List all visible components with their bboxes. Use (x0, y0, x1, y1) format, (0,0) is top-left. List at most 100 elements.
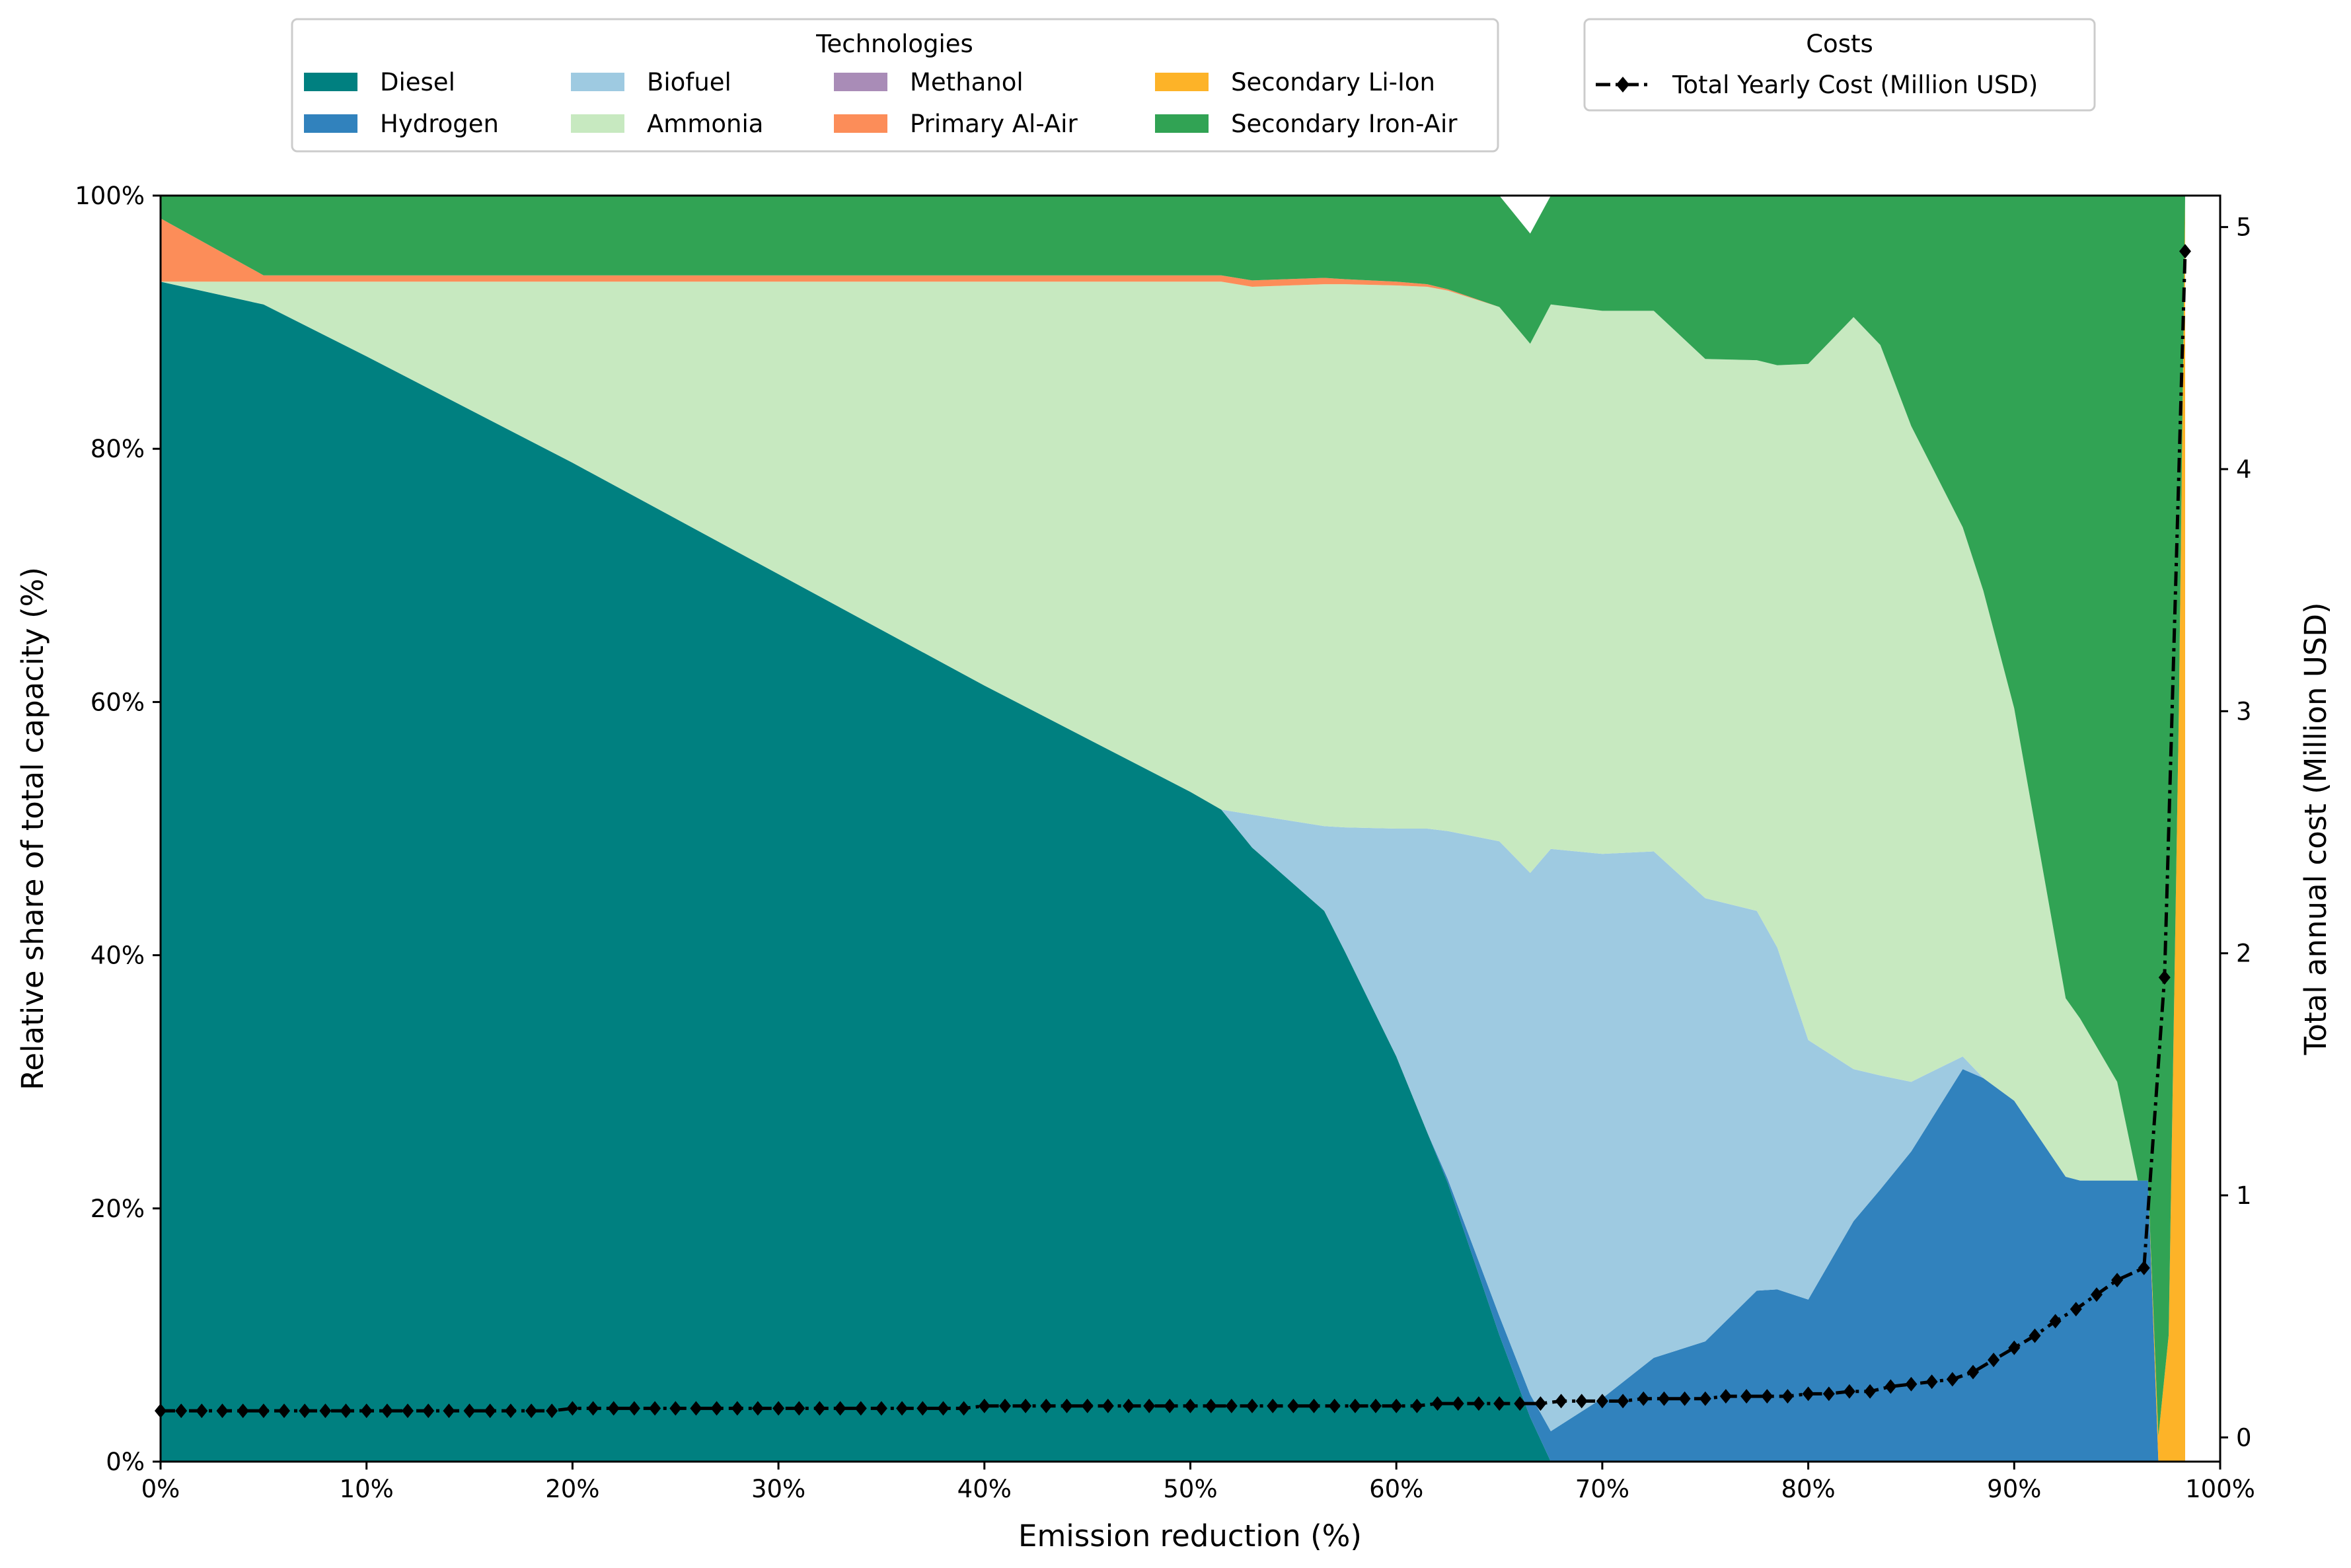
x-axis-title: Emission reduction (%) (1018, 1518, 1362, 1553)
cost-point (1617, 1394, 1629, 1409)
cost-point (319, 1403, 332, 1419)
legend-label-diesel: Diesel (380, 68, 455, 96)
cost-point (978, 1398, 990, 1413)
y-tick-label: 80% (91, 435, 145, 463)
area-ammonia (161, 281, 2185, 1462)
cost-point (854, 1401, 867, 1416)
cost-point (1390, 1398, 1403, 1413)
cost-point (1061, 1398, 1073, 1413)
y-tick-label: 20% (91, 1195, 145, 1223)
cost-point (1411, 1398, 1423, 1413)
x-tick-label: 10% (340, 1475, 394, 1503)
cost-point (607, 1401, 620, 1416)
cost-point (1246, 1398, 1258, 1413)
cost-point (340, 1403, 352, 1419)
y-tick-label: 60% (91, 688, 145, 716)
x-axis: 0% 10% 20% 30% 40% 50% 60% 70% 80% 90% 100% (141, 1462, 2255, 1503)
cost-point (1020, 1398, 1032, 1413)
x-tick-label: 80% (1781, 1475, 1835, 1503)
cost-point (1678, 1391, 1691, 1406)
legend-swatch-ammonia (571, 114, 624, 133)
cost-point (1370, 1398, 1382, 1413)
cost-point (916, 1401, 929, 1416)
cost-point (1802, 1386, 1814, 1401)
area-secondary-iron-air (161, 196, 2185, 1437)
cost-point (2111, 1273, 2124, 1288)
y2-tick-label: 4 (2236, 455, 2252, 484)
cost-point (443, 1403, 455, 1419)
cost-point (525, 1403, 538, 1419)
cost-point (1123, 1398, 1135, 1413)
cost-legend-label: Total Yearly Cost (Million USD) (1672, 71, 2038, 99)
cost-point (1637, 1391, 1650, 1406)
cost-point (1472, 1396, 1485, 1411)
y-tick-label: 100% (75, 182, 145, 210)
area-diesel (161, 281, 2185, 1462)
y2-axis-title: Total annual cost (Million USD) (2298, 602, 2333, 1055)
cost-point (1101, 1398, 1114, 1413)
cost-point (1431, 1396, 1444, 1411)
cost-point (1349, 1398, 1361, 1413)
cost-point (1493, 1396, 1506, 1411)
cost-point (504, 1403, 517, 1419)
legend-swatch-diesel (304, 73, 357, 91)
cost-point (1452, 1396, 1464, 1411)
cost-point (1988, 1353, 2000, 1368)
legend-swatch-secondary-iron-air (1155, 114, 1209, 133)
cost-point (1287, 1398, 1300, 1413)
cost-point (237, 1403, 249, 1419)
cost-point (566, 1401, 579, 1416)
cost-point (216, 1403, 229, 1419)
cost-point (402, 1403, 414, 1419)
legend-label-methanol: Methanol (910, 68, 1024, 96)
y2-tick-label: 1 (2236, 1181, 2252, 1210)
cost-point (2049, 1314, 2062, 1329)
cost-point (1781, 1389, 1794, 1404)
y-tick-label: 40% (91, 942, 145, 970)
cost-point (1164, 1398, 1176, 1413)
legend-label-secondary-iron-air: Secondary Iron-Air (1231, 110, 1458, 138)
legend-label-secondary-li-ion: Secondary Li-Ion (1231, 68, 1435, 96)
cost-point (2138, 1260, 2150, 1275)
cost-point (2158, 970, 2171, 985)
cost-point (813, 1401, 826, 1416)
legend-swatch-methanol (834, 73, 887, 91)
cost-point (896, 1401, 909, 1416)
cost-point (1946, 1372, 1959, 1387)
cost-point (463, 1403, 476, 1419)
area-layer (161, 196, 2185, 1462)
cost-point (731, 1401, 743, 1416)
cost-point (1205, 1398, 1217, 1413)
cost-point (175, 1403, 188, 1419)
tech-legend-title: Technologies (815, 30, 973, 58)
legend-swatch-primary-al-air (834, 114, 887, 133)
cost-point (751, 1401, 764, 1416)
cost-point (1885, 1379, 1897, 1394)
x-tick-label: 90% (1987, 1475, 2041, 1503)
cost-point (299, 1403, 311, 1419)
x-tick-label: 20% (545, 1475, 599, 1503)
x-tick-label: 30% (751, 1475, 805, 1503)
cost-line-layer (155, 244, 2191, 1419)
cost-point (1699, 1391, 1711, 1406)
cost-point (1225, 1398, 1238, 1413)
area-hydrogen (161, 281, 2185, 1462)
cost-point (2070, 1302, 2082, 1317)
cost-point (2179, 244, 2191, 259)
cost-point (1575, 1394, 1588, 1409)
cost-point (1514, 1396, 1526, 1411)
x-tick-label: 60% (1369, 1475, 1423, 1503)
cost-point (999, 1398, 1011, 1413)
cost-line (161, 251, 2187, 1413)
cost-point (937, 1401, 950, 1416)
cost-point (834, 1401, 846, 1416)
x-tick-label: 100% (2185, 1475, 2255, 1503)
x-tick-label: 70% (1575, 1475, 1629, 1503)
cost-point (360, 1403, 373, 1419)
legend-label-biofuel: Biofuel (647, 68, 731, 96)
cost-point (1328, 1398, 1341, 1413)
cost-point (2091, 1287, 2103, 1302)
y2-tick-label: 3 (2236, 697, 2252, 726)
cost-point (587, 1401, 599, 1416)
cost-point (1905, 1376, 1918, 1392)
